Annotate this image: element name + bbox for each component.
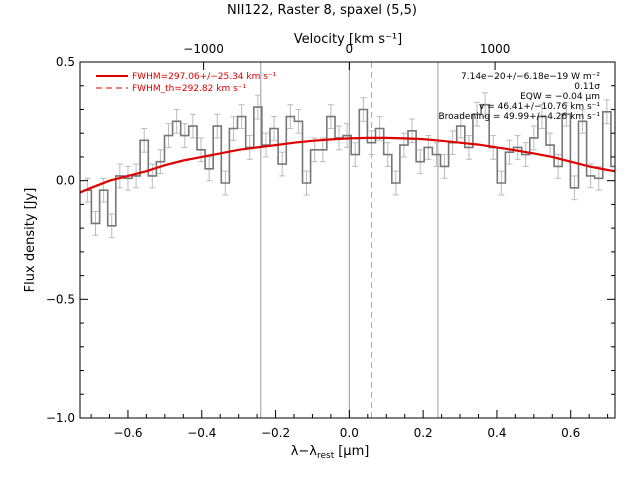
x-axis-label-units: [μm] <box>338 444 369 459</box>
plot-frame <box>79 61 616 419</box>
top-axis-label: Velocity [km s⁻¹] <box>294 32 402 47</box>
top-tick-label: −1000 <box>183 42 224 56</box>
annotation-0: 7.14e−20+/−6.18e−19 W m⁻² <box>461 72 600 82</box>
annotation-4: Broadening = 49.99+/−4.26 km s⁻¹ <box>439 112 601 122</box>
top-tick-label: 1000 <box>480 42 511 56</box>
annotation-1: 0.11σ <box>574 82 600 92</box>
x-axis-label-sub: rest <box>317 451 335 461</box>
x-axis-label-main: λ−λ <box>291 444 318 459</box>
annotation-2: EQW = −0.04 μm <box>520 92 600 102</box>
y-tick-label: 0.5 <box>56 55 75 69</box>
y-tick-label: −1.0 <box>46 411 75 425</box>
chart-title: NII122, Raster 8, spaxel (5,5) <box>227 3 417 18</box>
x-tick-label: 0.2 <box>414 426 433 440</box>
x-tick-label: 0.6 <box>561 426 580 440</box>
x-axis-label: λ−λrest [μm] <box>291 444 370 461</box>
x-tick-label: −0.2 <box>261 426 290 440</box>
x-tick-label: 0.4 <box>487 426 506 440</box>
x-tick-label: 0.0 <box>340 426 359 440</box>
y-axis-label: Flux density [Jy] <box>23 188 38 293</box>
annotation-3: v = 46.41+/−10.76 km s⁻¹ <box>479 102 600 112</box>
legend-label-0: FWHM=297.06+/−25.34 km s⁻¹ <box>132 72 277 82</box>
top-tick-label: 0 <box>346 42 354 56</box>
y-tick-label: 0.0 <box>56 174 75 188</box>
x-tick-label: −0.6 <box>113 426 142 440</box>
spectrum-step-line <box>83 103 615 227</box>
plot-area: −0.6 −0.4 −0.2 0.0 0.2 0.4 0.6 −1000 0 1000 −1.0 −0… <box>46 42 616 440</box>
legend-label-1: FWHM_th=292.82 km s⁻¹ <box>132 84 247 94</box>
y-tick-label: −0.5 <box>46 292 75 306</box>
fit-curve <box>79 136 616 194</box>
x-tick-label: −0.4 <box>187 426 216 440</box>
